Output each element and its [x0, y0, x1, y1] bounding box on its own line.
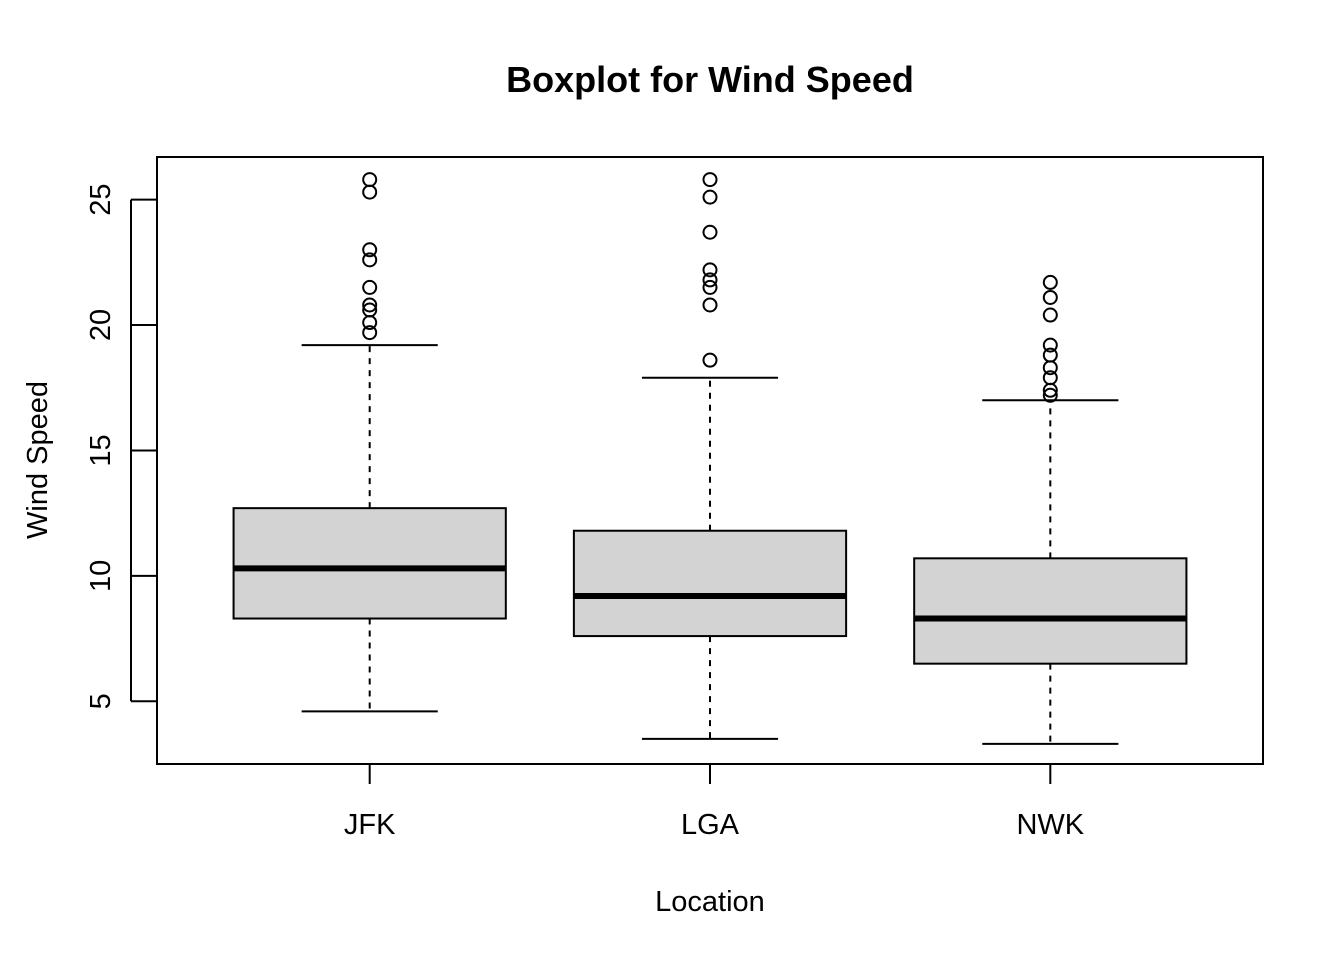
- outlier-point: [1042, 307, 1058, 323]
- x-tick-label: JFK: [344, 809, 396, 841]
- outlier-point: [1042, 274, 1058, 290]
- x-axis-label: Location: [655, 886, 765, 918]
- outlier-point: [1042, 370, 1058, 386]
- outlier-point: [362, 297, 378, 313]
- iqr-box: [572, 529, 848, 638]
- box-jfk: [232, 172, 507, 713]
- outlier-point: [362, 315, 378, 331]
- outlier-point: [362, 325, 378, 341]
- outlier-point: [702, 262, 718, 278]
- y-tick-label: 10: [85, 560, 117, 592]
- chart-title: Boxplot for Wind Speed: [506, 59, 914, 100]
- box-lga: [572, 172, 848, 740]
- outlier-point: [1042, 387, 1058, 403]
- outlier-point: [1042, 337, 1058, 353]
- y-axis-label: Wind Speed: [22, 381, 54, 539]
- outlier-point: [1042, 360, 1058, 376]
- outlier-point: [362, 184, 378, 200]
- outlier-point: [702, 189, 718, 205]
- outlier-point: [702, 279, 718, 295]
- y-tick-label: 25: [85, 184, 117, 216]
- outlier-point: [702, 352, 718, 368]
- outlier-point: [702, 224, 718, 240]
- outlier-point: [1042, 347, 1058, 363]
- iqr-box: [232, 507, 507, 620]
- y-axis: 5 10 15 20 25: [85, 184, 157, 709]
- x-axis: JFK LGA NWK: [344, 764, 1085, 841]
- outlier-point: [1042, 289, 1058, 305]
- box-nwk: [913, 274, 1188, 745]
- x-tick-label: LGA: [681, 809, 740, 841]
- y-tick-label: 15: [85, 434, 117, 466]
- boxes-group: [232, 172, 1188, 745]
- outlier-point: [362, 172, 378, 188]
- iqr-box: [913, 557, 1188, 665]
- outlier-point: [702, 297, 718, 313]
- y-tick-label: 20: [85, 309, 117, 341]
- x-tick-label: NWK: [1016, 809, 1084, 841]
- outlier-point: [362, 279, 378, 295]
- outlier-point: [362, 302, 378, 318]
- outlier-point: [702, 272, 718, 288]
- outlier-point: [362, 252, 378, 268]
- outlier-point: [362, 242, 378, 258]
- y-tick-label: 5: [85, 693, 117, 709]
- outlier-point: [702, 172, 718, 188]
